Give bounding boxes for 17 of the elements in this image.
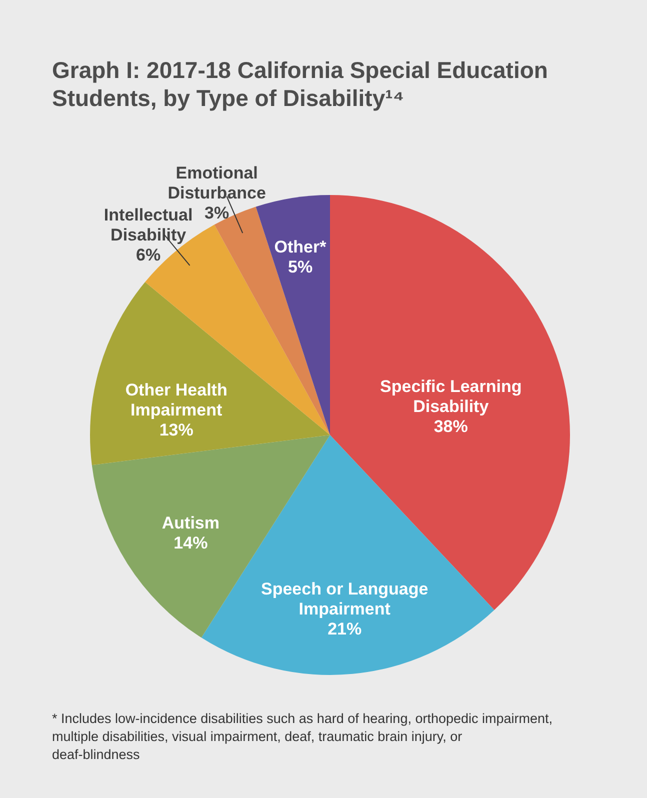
slice-label: Autism (162, 513, 220, 532)
data-label: 38% (434, 417, 468, 436)
data-label: 5% (288, 257, 313, 276)
slice-label: Other Health Impairment (125, 380, 228, 420)
slice-label: Speech or Language Impairment (260, 579, 428, 618)
data-label: 14% (174, 533, 208, 552)
slice-label: Emotional Disturbance (168, 163, 266, 202)
slice-label: Intellectual Disability (104, 205, 193, 244)
chart-title: Graph I: 2017-18 California Special Education Students, by Type of Disability¹⁴ (52, 57, 548, 111)
slice-label: Specific Learning Disability (380, 377, 522, 416)
pie-slice (90, 282, 330, 466)
data-label: 13% (159, 420, 194, 440)
data-label: 6% (136, 245, 161, 264)
data-label: 3% (204, 203, 230, 222)
slice-label: Other* (274, 237, 327, 256)
data-label: 21% (328, 619, 362, 638)
text: * Includes low-incidence disabilities such as hard of hearing, orthopedic impairment, multiple disabilities, visual impairment, deaf, traumatic brain injury, or deaf-blindness (52, 711, 553, 762)
